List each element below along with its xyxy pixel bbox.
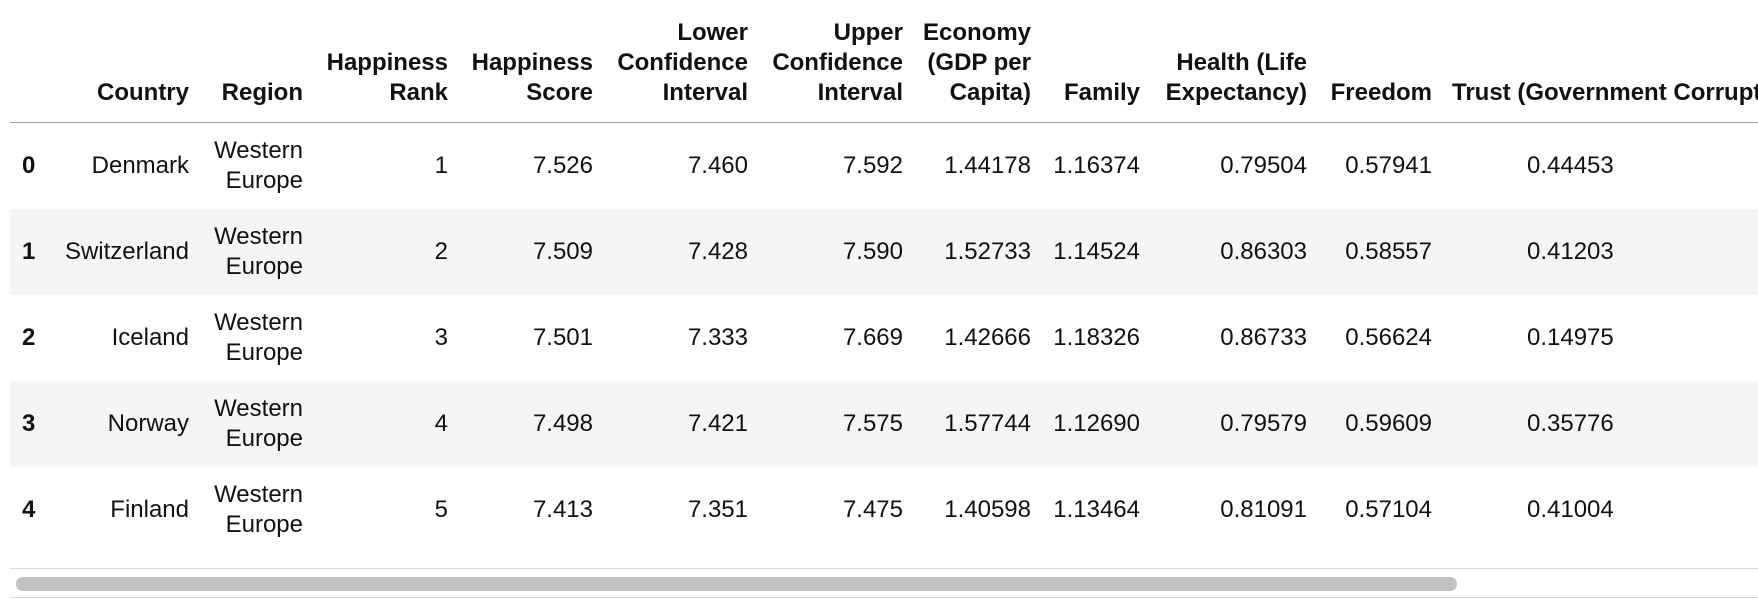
cell-family: 1.13464 (1053, 496, 1140, 523)
row-index: 2 (22, 324, 36, 351)
cell-happiness-score: 7.501 (532, 324, 593, 351)
cell-happiness-score: 7.413 (532, 496, 593, 523)
cell-family: 1.18326 (1053, 324, 1140, 351)
column-header-lower-confidence: Lower Confidence Interval (603, 0, 758, 123)
column-header-health: Health (Life Expectancy) (1150, 0, 1317, 123)
cell-happiness-score: 7.498 (532, 410, 593, 437)
column-header-family: Family (1041, 0, 1150, 123)
cell-upper-confidence: 7.592 (842, 152, 903, 179)
cell-health: 0.79504 (1220, 152, 1307, 179)
column-header-index (10, 0, 50, 123)
cell-happiness-score: 7.509 (532, 238, 593, 265)
cell-economy: 1.42666 (944, 324, 1031, 351)
cell-upper-confidence: 7.575 (842, 410, 903, 437)
column-header-economy: Economy (GDP per Capita) (913, 0, 1041, 123)
cell-happiness-rank: 2 (434, 238, 448, 265)
table-header: Country Region Happiness Rank Happiness … (10, 0, 1758, 123)
cell-freedom: 0.59609 (1345, 410, 1432, 437)
cell-region: Western Europe (214, 481, 303, 538)
column-header-trust: Trust (Government Corruption) (1442, 0, 1758, 123)
cell-family: 1.16374 (1053, 152, 1140, 179)
cell-happiness-rank: 3 (434, 324, 448, 351)
scrollbar-thumb[interactable] (16, 577, 1457, 591)
cell-health: 0.86733 (1220, 324, 1307, 351)
cell-family: 1.12690 (1053, 410, 1140, 437)
cell-trust: 0.44453 (1527, 152, 1614, 179)
table-row: 1 Switzerland Western Europe 2 7.509 7.4… (10, 209, 1758, 295)
cell-economy: 1.44178 (944, 152, 1031, 179)
cell-country: Norway (107, 410, 189, 437)
cell-family: 1.14524 (1053, 238, 1140, 265)
header-row: Country Region Happiness Rank Happiness … (10, 0, 1758, 123)
cell-health: 0.81091 (1220, 496, 1307, 523)
cell-region: Western Europe (214, 223, 303, 280)
horizontal-scrollbar[interactable] (10, 568, 1758, 598)
row-index: 0 (22, 152, 36, 179)
cell-country: Iceland (111, 324, 189, 351)
cell-health: 0.86303 (1220, 238, 1307, 265)
cell-economy: 1.57744 (944, 410, 1031, 437)
cell-economy: 1.52733 (944, 238, 1031, 265)
cell-lower-confidence: 7.421 (687, 410, 748, 437)
table-body: 0 Denmark Western Europe 1 7.526 7.460 7… (10, 123, 1758, 554)
cell-lower-confidence: 7.333 (687, 324, 748, 351)
cell-lower-confidence: 7.351 (687, 496, 748, 523)
column-header-happiness-rank: Happiness Rank (313, 0, 458, 123)
column-header-freedom: Freedom (1317, 0, 1442, 123)
cell-trust: 0.35776 (1527, 410, 1614, 437)
cell-lower-confidence: 7.460 (687, 152, 748, 179)
cell-economy: 1.40598 (944, 496, 1031, 523)
column-header-region: Region (199, 0, 313, 123)
cell-upper-confidence: 7.475 (842, 496, 903, 523)
cell-freedom: 0.57941 (1345, 152, 1432, 179)
row-index: 4 (22, 496, 36, 523)
cell-region: Western Europe (214, 309, 303, 366)
table-row: 3 Norway Western Europe 4 7.498 7.421 7.… (10, 381, 1758, 467)
cell-happiness-score: 7.526 (532, 152, 593, 179)
column-header-country: Country (50, 0, 199, 123)
cell-upper-confidence: 7.669 (842, 324, 903, 351)
cell-trust: 0.14975 (1527, 324, 1614, 351)
cell-health: 0.79579 (1220, 410, 1307, 437)
row-index: 3 (22, 410, 36, 437)
cell-region: Western Europe (214, 395, 303, 452)
cell-freedom: 0.56624 (1345, 324, 1432, 351)
column-header-happiness-score: Happiness Score (458, 0, 603, 123)
cell-country: Denmark (91, 152, 189, 179)
cell-freedom: 0.57104 (1345, 496, 1432, 523)
cell-region: Western Europe (214, 137, 303, 194)
dataframe-table: Country Region Happiness Rank Happiness … (10, 0, 1758, 553)
cell-happiness-rank: 5 (434, 496, 448, 523)
column-header-upper-confidence: Upper Confidence Interval (758, 0, 913, 123)
table-row: 2 Iceland Western Europe 3 7.501 7.333 7… (10, 295, 1758, 381)
cell-happiness-rank: 4 (434, 410, 448, 437)
cell-upper-confidence: 7.590 (842, 238, 903, 265)
cell-happiness-rank: 1 (434, 152, 448, 179)
table-row: 0 Denmark Western Europe 1 7.526 7.460 7… (10, 123, 1758, 210)
cell-freedom: 0.58557 (1345, 238, 1432, 265)
table-row: 4 Finland Western Europe 5 7.413 7.351 7… (10, 467, 1758, 553)
cell-trust: 0.41203 (1527, 238, 1614, 265)
row-index: 1 (22, 238, 36, 265)
cell-lower-confidence: 7.428 (687, 238, 748, 265)
cell-country: Finland (110, 496, 189, 523)
cell-country: Switzerland (64, 238, 189, 265)
cell-trust: 0.41004 (1527, 496, 1614, 523)
